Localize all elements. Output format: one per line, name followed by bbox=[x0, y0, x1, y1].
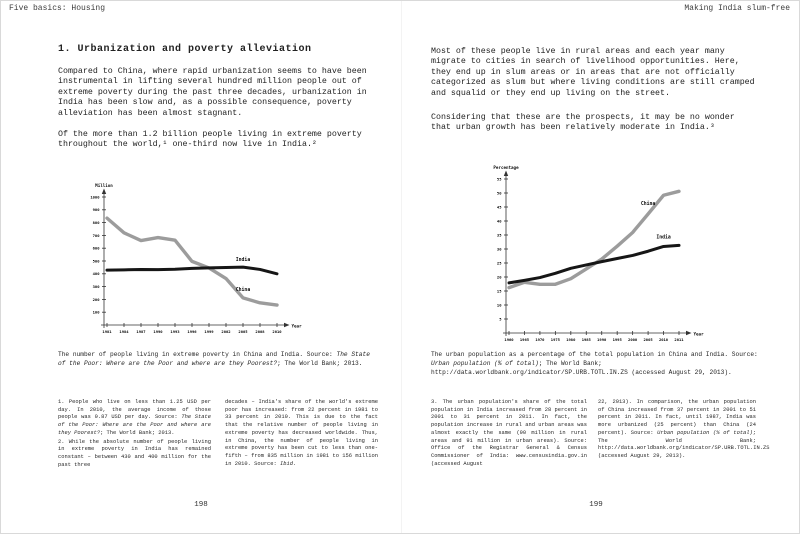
left-footnotes-column-1: 1. People who live on less than 1.25 USD… bbox=[58, 399, 211, 470]
svg-text:China: China bbox=[236, 287, 251, 293]
svg-text:1984: 1984 bbox=[119, 329, 129, 334]
svg-text:2008: 2008 bbox=[255, 329, 265, 334]
source-title: The State of the Poor: Where are the Poo… bbox=[58, 351, 370, 367]
svg-text:2011: 2011 bbox=[674, 337, 684, 342]
svg-text:India: India bbox=[236, 257, 251, 263]
svg-text:35: 35 bbox=[497, 232, 502, 237]
extreme-poverty-chart: 100 200 300 400 500 600 700 800 900 1000 1981 1984 1… bbox=[90, 183, 303, 334]
text-run: ; The World Bank; http://data.worldbank.… bbox=[598, 429, 770, 459]
running-header-right: Making India slum-free bbox=[684, 4, 790, 13]
svg-text:300: 300 bbox=[93, 284, 101, 289]
text-run: ; The World Bank; 2013. bbox=[277, 359, 363, 367]
svg-text:1000: 1000 bbox=[90, 194, 100, 199]
right-page-number: 199 bbox=[589, 501, 603, 509]
svg-text:Percentage: Percentage bbox=[493, 165, 519, 170]
svg-text:1999: 1999 bbox=[204, 329, 214, 334]
source-title: Ibid. bbox=[280, 460, 297, 467]
svg-text:900: 900 bbox=[93, 207, 101, 212]
svg-text:400: 400 bbox=[93, 271, 101, 276]
svg-text:700: 700 bbox=[93, 233, 101, 238]
svg-text:2005: 2005 bbox=[644, 337, 654, 342]
text-run: 1. People who live on less than 1.25 USD… bbox=[58, 399, 211, 421]
svg-text:30: 30 bbox=[497, 246, 502, 251]
left-page-number: 198 bbox=[194, 501, 208, 509]
right-chart-caption: The urban population as a percentage of … bbox=[431, 351, 759, 378]
svg-text:50: 50 bbox=[497, 190, 502, 195]
svg-text:1987: 1987 bbox=[136, 329, 145, 334]
svg-text:1993: 1993 bbox=[170, 329, 180, 334]
svg-text:1975: 1975 bbox=[551, 337, 561, 342]
footnote-3-start: 3. The urban population's share of the t… bbox=[431, 399, 587, 467]
svg-text:2010: 2010 bbox=[272, 329, 282, 334]
svg-text:10: 10 bbox=[497, 302, 502, 307]
svg-text:1970: 1970 bbox=[535, 337, 545, 342]
footnote-3-continued: 22, 2013). In comparison, the urban popu… bbox=[598, 399, 769, 461]
footnote-2-continued: decades – India's share of the world's e… bbox=[225, 399, 378, 468]
right-footnotes-column-2: 22, 2013). In comparison, the urban popu… bbox=[598, 399, 769, 462]
left-paragraph-2: Of the more than 1.2 billion people livi… bbox=[58, 130, 362, 150]
svg-text:55: 55 bbox=[497, 176, 502, 181]
right-footnotes-column-1: 3. The urban population's share of the t… bbox=[431, 399, 587, 469]
footnote-2-start: 2. While the absolute number of people l… bbox=[58, 438, 211, 468]
svg-text:2002: 2002 bbox=[221, 329, 230, 334]
section-heading: 1. Urbanization and poverty alleviation bbox=[58, 44, 312, 55]
svg-text:600: 600 bbox=[93, 246, 101, 251]
text-run: The number of people living in extreme p… bbox=[58, 351, 337, 358]
svg-text:1990: 1990 bbox=[153, 329, 163, 334]
svg-text:Million: Million bbox=[95, 183, 113, 188]
svg-text:5: 5 bbox=[499, 316, 502, 321]
svg-text:Year: Year bbox=[292, 323, 303, 328]
right-paragraph-2: Considering that these are the prospects… bbox=[431, 113, 735, 133]
text-run: 22, 2013). In comparison, the urban popu… bbox=[598, 399, 756, 436]
svg-text:2010: 2010 bbox=[659, 337, 669, 342]
running-header-left: Five basics: Housing bbox=[9, 4, 106, 13]
urban-population-chart: 5 10 15 20 25 30 35 40 45 50 55 1960 1965 1970 1975 198… bbox=[493, 165, 705, 342]
svg-text:100: 100 bbox=[93, 310, 101, 315]
svg-text:1990: 1990 bbox=[597, 337, 607, 342]
svg-text:200: 200 bbox=[93, 297, 101, 302]
source-title: Urban population (% of total) bbox=[657, 429, 753, 436]
page-gutter bbox=[401, 1, 402, 533]
svg-text:1965: 1965 bbox=[520, 337, 530, 342]
left-footnotes-column-2: decades – India's share of the world's e… bbox=[225, 399, 378, 469]
svg-text:40: 40 bbox=[497, 218, 502, 223]
text-run: The urban population as a percentage of … bbox=[431, 351, 758, 358]
svg-text:1985: 1985 bbox=[582, 337, 592, 342]
svg-text:India: India bbox=[656, 234, 671, 240]
source-title: The State of the Poor: Where are the Poo… bbox=[58, 414, 211, 436]
svg-text:20: 20 bbox=[497, 274, 502, 279]
left-paragraph-1: Compared to China, where rapid urbanizat… bbox=[58, 67, 367, 118]
svg-text:1980: 1980 bbox=[566, 337, 576, 342]
right-paragraph-1: Most of these people live in rural areas… bbox=[431, 47, 755, 98]
svg-text:Year: Year bbox=[694, 331, 705, 336]
svg-text:2000: 2000 bbox=[628, 337, 638, 342]
svg-text:15: 15 bbox=[497, 288, 502, 293]
svg-text:1996: 1996 bbox=[187, 329, 197, 334]
source-title: Urban population (% of total) bbox=[431, 359, 539, 367]
svg-text:China: China bbox=[641, 201, 656, 207]
left-chart-caption: The number of people living in extreme p… bbox=[58, 351, 380, 369]
svg-text:800: 800 bbox=[93, 220, 101, 225]
text-run: decades – India's share of the world's e… bbox=[225, 399, 378, 467]
text-run: ; The World Bank; http://data.worldbank.… bbox=[431, 359, 732, 376]
svg-text:500: 500 bbox=[93, 258, 101, 263]
text-run: ; The World Bank; 2013. bbox=[100, 429, 175, 436]
footnote-1: 1. People who live on less than 1.25 USD… bbox=[58, 399, 211, 438]
svg-text:2005: 2005 bbox=[238, 329, 248, 334]
svg-text:1995: 1995 bbox=[613, 337, 623, 342]
svg-text:25: 25 bbox=[497, 260, 502, 265]
svg-text:45: 45 bbox=[497, 204, 502, 209]
svg-text:1981: 1981 bbox=[102, 329, 112, 334]
svg-text:1960: 1960 bbox=[504, 337, 514, 342]
